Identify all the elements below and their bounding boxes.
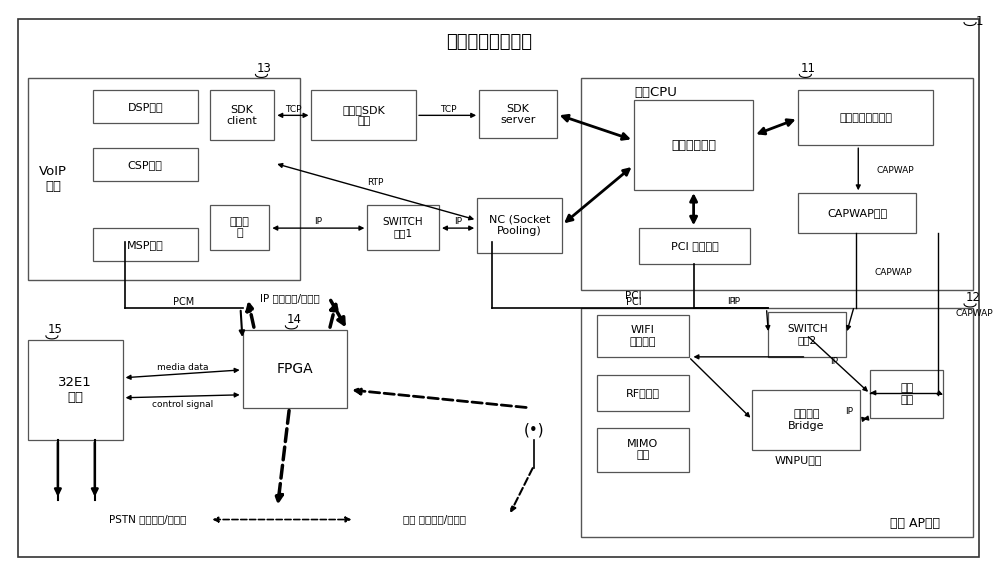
Bar <box>634 100 753 190</box>
Text: CAPWAP: CAPWAP <box>874 268 912 276</box>
Text: PCM: PCM <box>173 297 194 307</box>
Text: 13: 13 <box>257 62 272 75</box>
Text: (•): (•) <box>524 422 544 437</box>
Bar <box>210 205 269 250</box>
Text: NC (Socket
Pooling): NC (Socket Pooling) <box>489 215 550 236</box>
Bar <box>581 308 973 537</box>
Bar <box>597 315 689 357</box>
Text: 以太网
卡: 以太网 卡 <box>230 217 249 239</box>
Text: SWITCH
芯片2: SWITCH 芯片2 <box>787 324 828 345</box>
Text: IP: IP <box>830 357 838 367</box>
Text: 1: 1 <box>976 14 983 27</box>
Bar <box>768 312 846 357</box>
Text: TCP: TCP <box>440 105 456 114</box>
Text: 32E1
子卡: 32E1 子卡 <box>58 376 92 404</box>
Text: IP: IP <box>454 216 462 226</box>
Bar <box>479 90 557 138</box>
Text: 自定义SDK
隊道: 自定义SDK 隊道 <box>342 104 385 126</box>
Bar <box>597 428 689 472</box>
Text: IP: IP <box>733 297 741 307</box>
Text: MIMO
天线: MIMO 天线 <box>627 439 658 460</box>
Text: WNPU芯片: WNPU芯片 <box>775 455 822 465</box>
Text: SDK
client: SDK client <box>227 104 257 126</box>
Bar <box>28 78 300 280</box>
Text: 无线接入控制单元: 无线接入控制单元 <box>839 113 892 123</box>
Text: 11: 11 <box>801 62 816 75</box>
Bar <box>798 193 916 233</box>
Bar <box>870 370 943 418</box>
Text: IP: IP <box>314 216 322 226</box>
Text: 主控CPU: 主控CPU <box>634 86 677 99</box>
Bar <box>752 390 860 450</box>
Bar <box>367 205 439 250</box>
Text: DSP芯片: DSP芯片 <box>127 102 163 112</box>
Bar <box>210 90 274 140</box>
Text: RTP: RTP <box>367 178 383 187</box>
Text: MSP芯片: MSP芯片 <box>127 240 164 250</box>
Text: PCI: PCI <box>625 291 642 301</box>
Text: CAPWAP: CAPWAP <box>876 166 914 175</box>
Text: VoIP
子卡: VoIP 子卡 <box>39 165 67 193</box>
Bar <box>93 90 198 123</box>
Text: 15: 15 <box>47 323 62 336</box>
Text: TCP: TCP <box>285 105 302 114</box>
Text: SWITCH
芯片1: SWITCH 芯片1 <box>383 217 423 239</box>
Text: PCI: PCI <box>626 297 642 307</box>
Text: 以太
网卡: 以太 网卡 <box>900 383 913 405</box>
Text: control signal: control signal <box>152 400 213 409</box>
Bar <box>28 340 123 440</box>
Text: IP: IP <box>728 297 736 307</box>
Text: 12: 12 <box>966 291 981 304</box>
Bar <box>93 148 198 181</box>
Text: 14: 14 <box>287 313 302 327</box>
Bar <box>798 90 933 145</box>
Text: RF传感器: RF传感器 <box>626 388 660 398</box>
Text: media data: media data <box>157 363 208 372</box>
Bar <box>93 228 198 261</box>
Text: PSTN 网络媒体/信令流: PSTN 网络媒体/信令流 <box>109 514 186 525</box>
Text: 无线融合中继网关: 无线融合中继网关 <box>446 34 532 51</box>
Bar <box>243 330 347 408</box>
Text: CAPWAP隊道: CAPWAP隊道 <box>827 208 887 218</box>
Bar <box>477 198 562 253</box>
Text: IP: IP <box>845 407 853 416</box>
Text: 网桥单元
Bridge: 网桥单元 Bridge <box>788 409 825 431</box>
Text: CAPWAP: CAPWAP <box>955 309 993 319</box>
Text: SDK
server: SDK server <box>500 103 536 125</box>
Bar <box>311 90 416 140</box>
Text: CSP芯片: CSP芯片 <box>128 160 163 170</box>
Bar <box>639 228 750 264</box>
Text: WIFI
无线网卡: WIFI 无线网卡 <box>629 325 656 347</box>
Text: PCI 总线接口: PCI 总线接口 <box>671 241 718 251</box>
Text: FPGA: FPGA <box>277 362 313 376</box>
Text: 无线 AP子卡: 无线 AP子卡 <box>890 517 940 530</box>
Bar <box>581 78 973 290</box>
Text: 无线 网络媒体/信令流: 无线 网络媒体/信令流 <box>403 514 466 525</box>
Text: IP 网络媒体/信令流: IP 网络媒体/信令流 <box>260 293 319 303</box>
Bar <box>597 375 689 411</box>
Text: 业务处理模块: 业务处理模块 <box>671 139 716 152</box>
